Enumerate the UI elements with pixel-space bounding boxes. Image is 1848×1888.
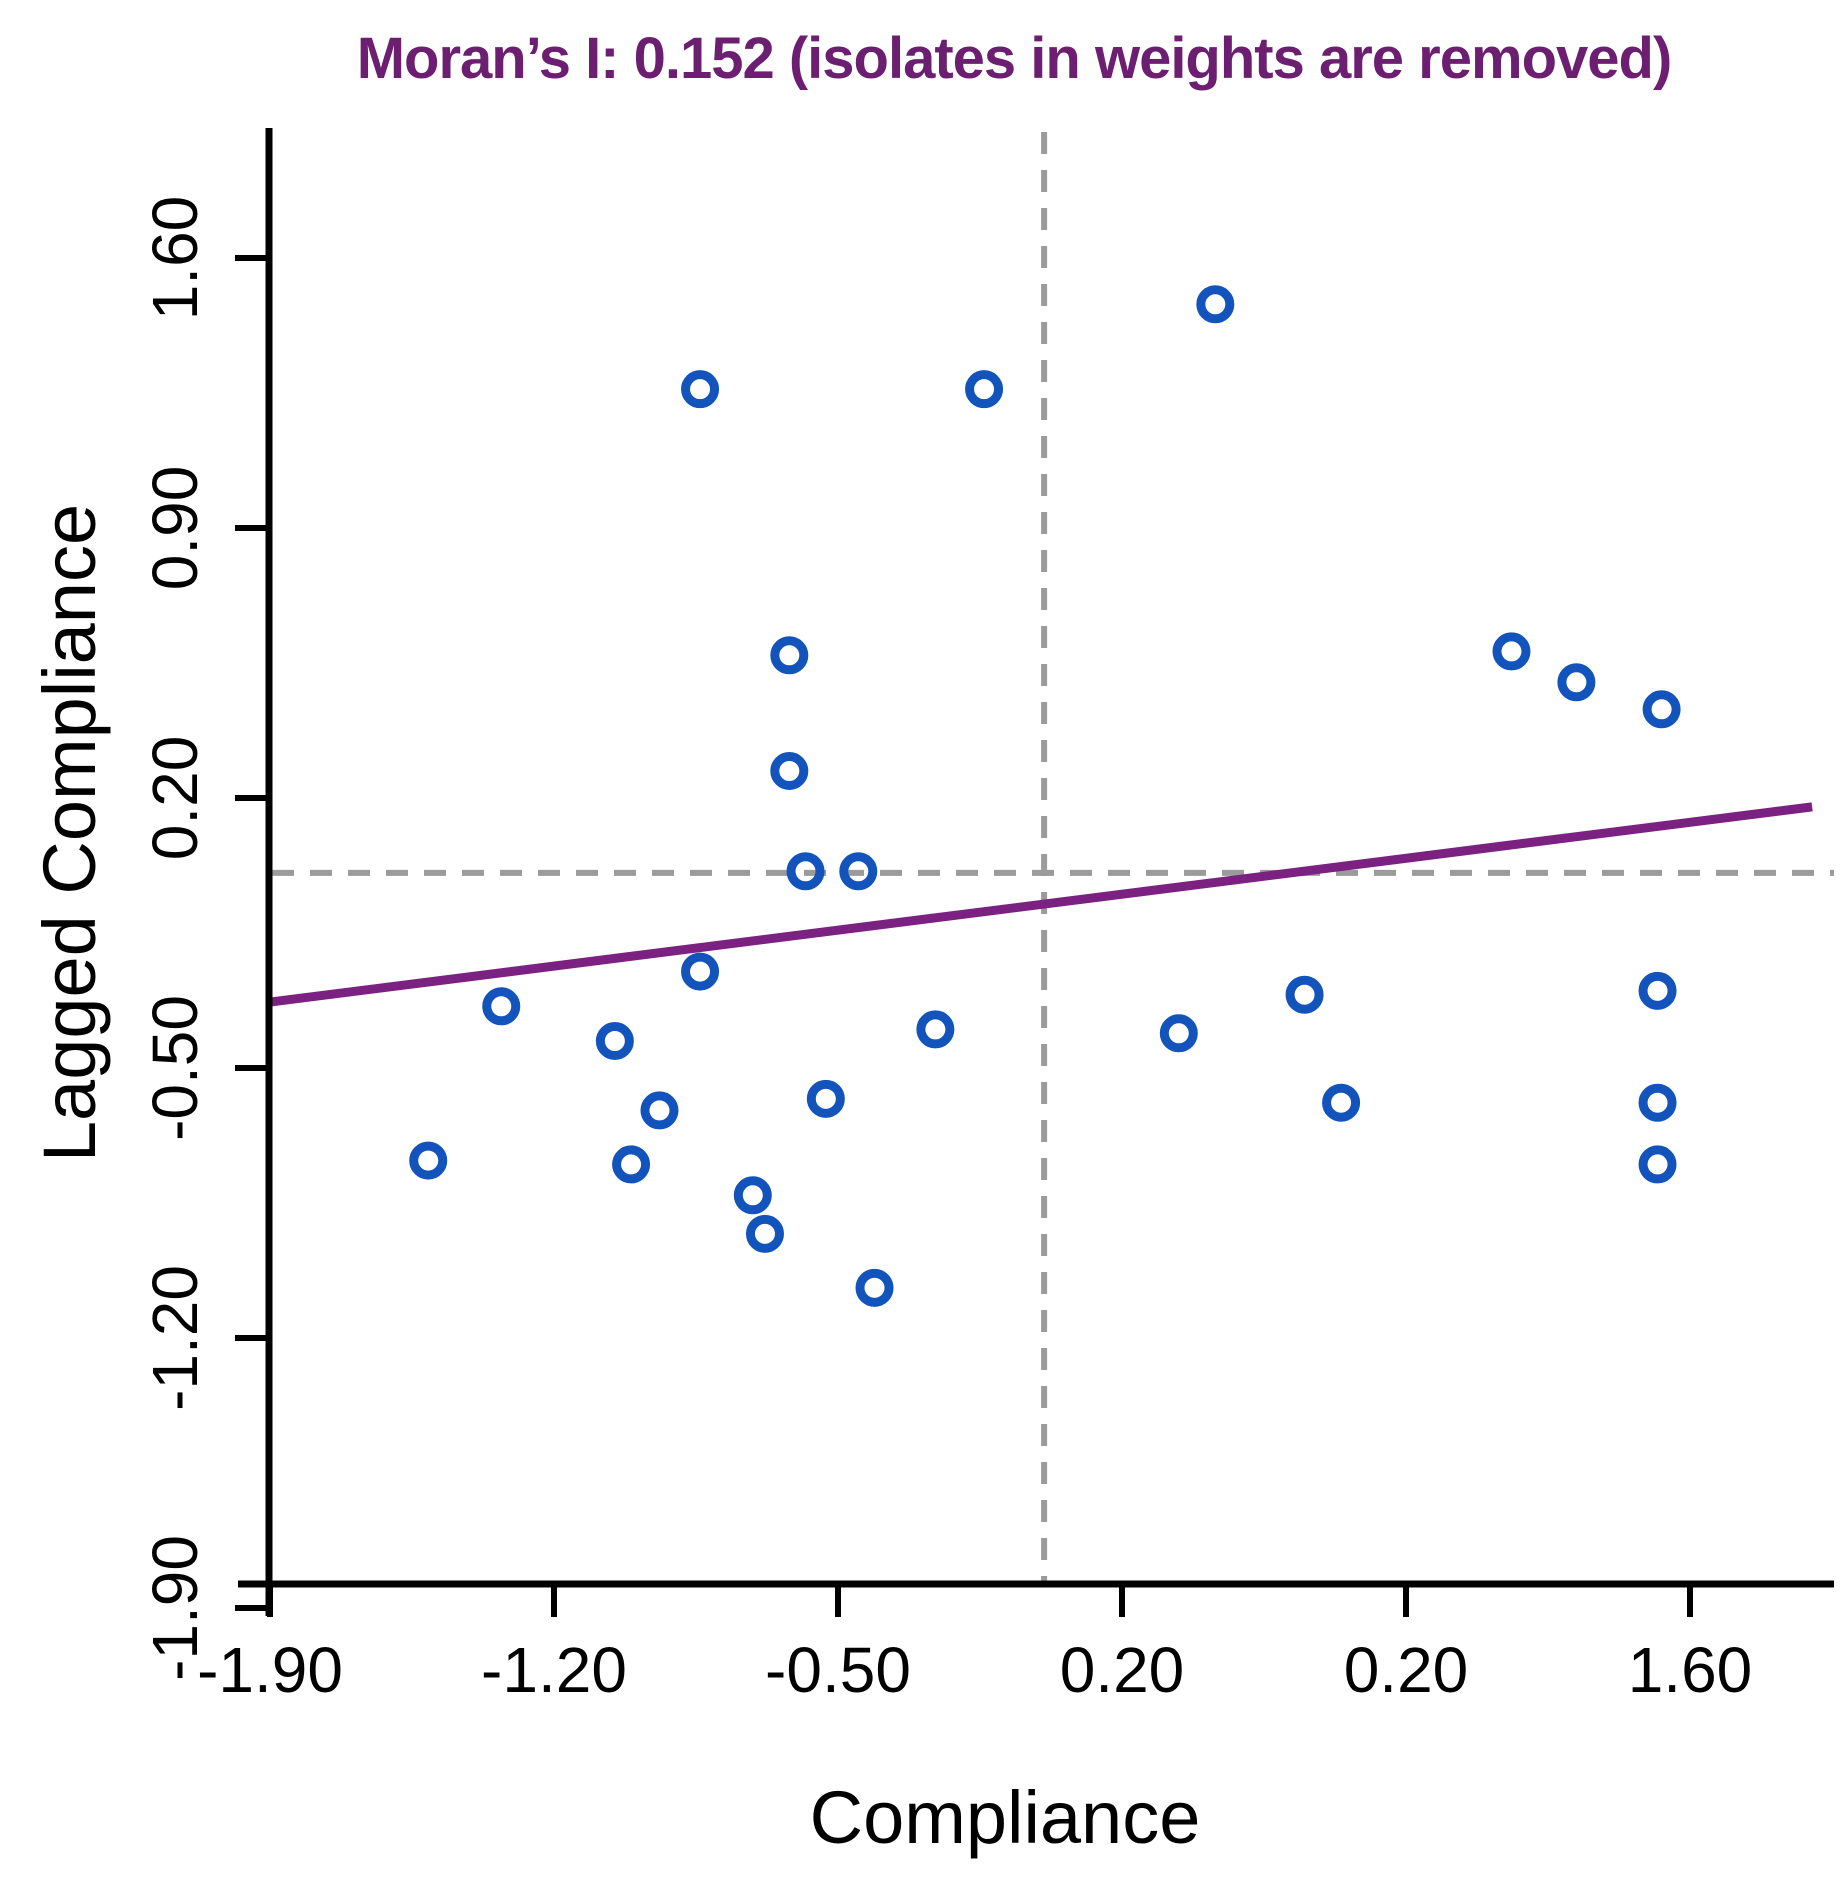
y-axis-label: Lagged Compliance [28, 504, 111, 1162]
data-point [733, 1176, 772, 1215]
data-point [1285, 975, 1324, 1014]
y-tick-label: 0.20 [139, 736, 211, 861]
data-point [1557, 663, 1596, 702]
data-point [855, 1268, 894, 1307]
x-tick-label: -1.90 [197, 1634, 343, 1706]
data-point [681, 370, 720, 409]
data-point [965, 370, 1004, 409]
y-tick-label: -1.90 [139, 1535, 211, 1681]
data-point [1642, 690, 1681, 729]
data-point [1638, 971, 1677, 1010]
data-point [806, 1079, 845, 1118]
data-point [640, 1091, 679, 1130]
y-tick-label: -1.20 [139, 1265, 211, 1411]
y-tick-label: 1.60 [139, 196, 211, 321]
x-tick-label: 0.20 [1060, 1634, 1185, 1706]
data-point [1159, 1014, 1198, 1053]
data-point [839, 852, 878, 891]
x-axis-label: Compliance [810, 1776, 1201, 1859]
x-tick-label: -0.50 [765, 1634, 911, 1706]
y-tick-label: 0.90 [139, 466, 211, 591]
data-point [770, 751, 809, 790]
x-tick-label: -1.20 [481, 1634, 627, 1706]
data-point [1196, 285, 1235, 324]
data-point [595, 1021, 634, 1060]
data-point [1638, 1145, 1677, 1184]
data-point [1492, 632, 1531, 671]
data-point [1322, 1083, 1361, 1122]
regression-line [269, 802, 1813, 1007]
x-tick-label: 0.20 [1344, 1634, 1469, 1706]
y-tick-label: -0.50 [139, 995, 211, 1141]
data-point [786, 852, 825, 891]
data-point [916, 1010, 955, 1049]
x-tick-label: 1.60 [1628, 1634, 1753, 1706]
data-point [681, 952, 720, 991]
data-point [745, 1214, 784, 1253]
chart-title: Moran’s I: 0.152 (isolates in weights ar… [357, 26, 1672, 91]
data-point [482, 987, 521, 1026]
data-point [409, 1141, 448, 1180]
plot-area: 1.60 0.90 0.20 -0.50 -1.20 -1.90-1.90 -1.20 -0.… [139, 128, 1834, 1706]
data-point [770, 636, 809, 675]
data-point [612, 1145, 651, 1184]
data-point [1638, 1083, 1677, 1122]
